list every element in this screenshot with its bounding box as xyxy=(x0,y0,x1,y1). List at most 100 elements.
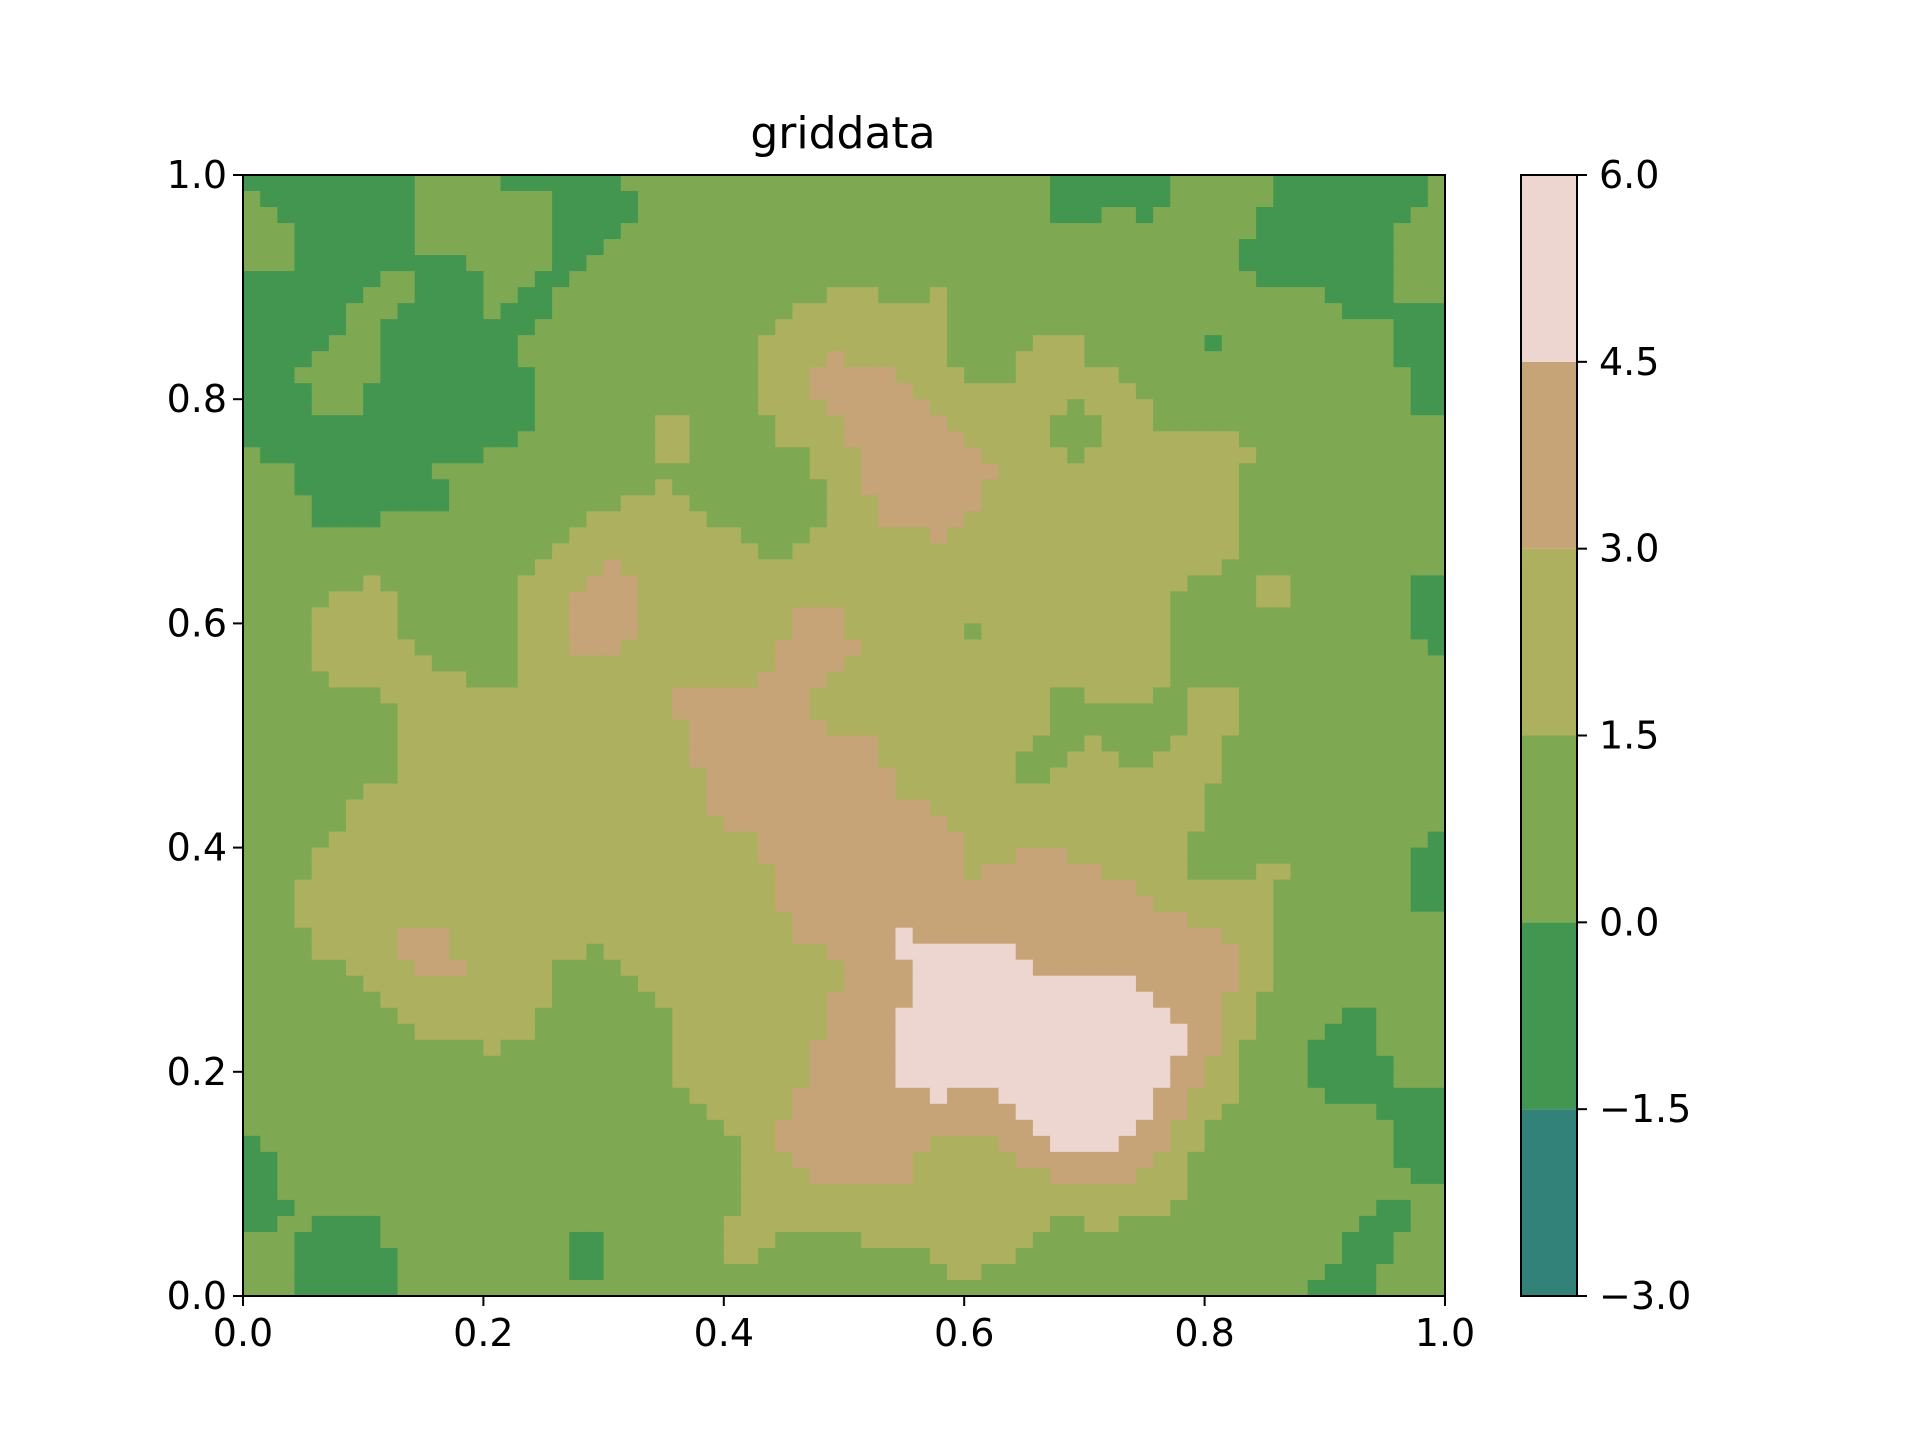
contour-cell xyxy=(895,543,914,560)
contour-cell xyxy=(1307,1263,1326,1281)
contour-cell xyxy=(363,1023,381,1041)
contour-cell xyxy=(1135,895,1154,913)
contour-cell xyxy=(552,1119,570,1137)
contour-cell xyxy=(397,431,416,448)
contour-cell xyxy=(260,1183,278,1201)
contour-cell xyxy=(534,1279,553,1296)
contour-cell xyxy=(311,527,330,544)
contour-cell xyxy=(844,335,862,352)
contour-cell xyxy=(895,751,914,769)
contour-cell xyxy=(260,1071,278,1089)
contour-cell xyxy=(1290,1135,1309,1153)
contour-cell xyxy=(672,591,691,608)
contour-cell xyxy=(449,863,467,881)
contour-cell xyxy=(1084,367,1103,384)
contour-cell xyxy=(929,1055,948,1073)
contour-cell xyxy=(826,927,845,945)
contour-cell xyxy=(895,1055,914,1073)
contour-cell xyxy=(1135,367,1154,384)
contour-cell xyxy=(1015,879,1034,897)
contour-cell xyxy=(1307,527,1326,544)
contour-cell xyxy=(1153,575,1171,592)
contour-cell xyxy=(758,1055,776,1073)
contour-cell xyxy=(1153,671,1171,689)
contour-cell xyxy=(689,175,708,192)
contour-cell xyxy=(1376,1247,1395,1265)
contour-cell xyxy=(294,239,313,256)
contour-cell xyxy=(552,751,570,769)
contour-cell xyxy=(1153,1167,1171,1185)
contour-cell xyxy=(1256,735,1274,753)
contour-cell xyxy=(758,1167,776,1185)
x-tick-label: 0.8 xyxy=(1174,1311,1234,1355)
contour-cell xyxy=(964,975,982,993)
contour-cell xyxy=(1135,1119,1154,1137)
contour-cell xyxy=(397,783,416,801)
contour-cell xyxy=(1290,975,1309,993)
contour-cell xyxy=(586,255,605,272)
contour-cell xyxy=(1238,1135,1257,1153)
contour-cell xyxy=(1050,703,1068,721)
contour-cell xyxy=(1290,543,1309,560)
contour-cell xyxy=(483,447,502,464)
contour-cell xyxy=(1084,1167,1103,1185)
contour-cell xyxy=(243,559,261,576)
contour-cell xyxy=(483,1055,502,1073)
contour-cell xyxy=(1359,351,1377,368)
contour-cell xyxy=(1118,1183,1137,1201)
contour-cell xyxy=(603,1231,622,1249)
contour-cell xyxy=(637,1135,656,1153)
contour-cell xyxy=(929,335,948,352)
contour-cell xyxy=(431,1055,450,1073)
contour-cell xyxy=(844,799,862,817)
contour-cell xyxy=(1067,1247,1085,1265)
contour-cell xyxy=(277,255,296,272)
contour-cell xyxy=(637,863,656,881)
contour-cell xyxy=(637,655,656,673)
contour-cell xyxy=(569,943,588,961)
contour-cell xyxy=(294,959,313,977)
contour-cell xyxy=(1393,399,1412,416)
contour-cell xyxy=(1238,575,1257,592)
contour-cell xyxy=(603,847,622,865)
contour-cell xyxy=(569,207,588,224)
contour-cell xyxy=(1050,735,1068,753)
contour-cell xyxy=(758,1119,776,1137)
contour-cell xyxy=(1050,815,1068,833)
contour-cell xyxy=(1015,351,1034,368)
contour-cell xyxy=(1256,191,1274,208)
contour-cell xyxy=(294,463,313,480)
contour-cell xyxy=(1324,319,1343,336)
contour-cell xyxy=(1015,591,1034,608)
contour-cell xyxy=(758,895,776,913)
contour-cell xyxy=(895,895,914,913)
contour-cell xyxy=(1050,1087,1068,1105)
contour-cell xyxy=(414,191,433,208)
contour-cell xyxy=(929,511,948,528)
contour-cell xyxy=(964,1151,982,1169)
contour-cell xyxy=(1067,1183,1085,1201)
contour-cell xyxy=(1376,927,1395,945)
contour-cell xyxy=(878,415,897,432)
contour-cell xyxy=(363,223,381,240)
contour-cell xyxy=(294,495,313,512)
contour-cell xyxy=(620,495,639,512)
contour-cell xyxy=(620,1135,639,1153)
contour-cell xyxy=(586,239,605,256)
contour-cell xyxy=(328,271,347,288)
contour-cell xyxy=(620,511,639,528)
contour-cell xyxy=(449,1087,467,1105)
contour-cell xyxy=(569,1199,588,1217)
contour-cell xyxy=(861,207,879,224)
contour-cell xyxy=(792,191,811,208)
contour-cell xyxy=(1376,511,1395,528)
contour-cell xyxy=(1410,895,1429,913)
contour-cell xyxy=(397,863,416,881)
contour-cell xyxy=(466,767,484,785)
contour-cell xyxy=(277,1199,296,1217)
contour-cell xyxy=(1135,511,1154,528)
contour-cell xyxy=(363,1231,381,1249)
contour-cell xyxy=(637,335,656,352)
contour-cell xyxy=(277,207,296,224)
contour-cell xyxy=(758,527,776,544)
